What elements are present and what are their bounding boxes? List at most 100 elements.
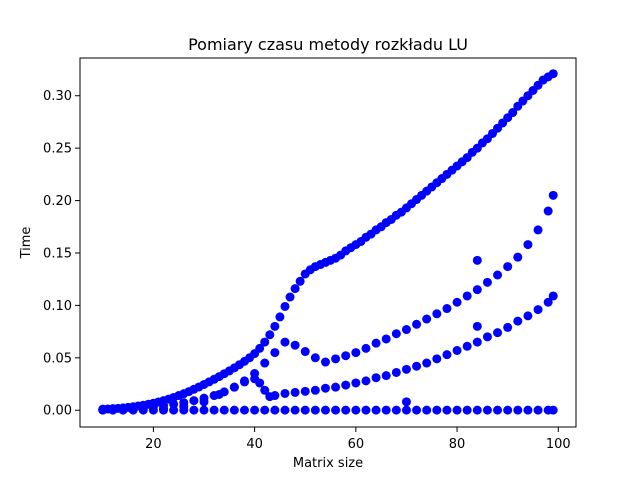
data-point — [482, 332, 492, 342]
x-tick-label: 100 — [546, 437, 571, 452]
data-point — [533, 225, 543, 235]
data-point — [280, 405, 290, 415]
data-point — [508, 108, 518, 118]
data-point — [452, 345, 462, 355]
y-tick-label: 0.10 — [43, 299, 72, 314]
data-point — [300, 386, 310, 396]
data-point — [285, 292, 295, 302]
data-point — [270, 321, 280, 331]
data-point — [138, 405, 148, 415]
y-tick-label: 0.00 — [43, 404, 72, 419]
data-point — [169, 405, 179, 415]
data-point — [300, 347, 310, 357]
data-point — [128, 405, 138, 415]
data-point — [503, 405, 513, 415]
x-tick-label: 20 — [145, 437, 162, 452]
data-point — [442, 350, 452, 360]
data-point — [239, 377, 249, 387]
data-point — [361, 343, 371, 353]
y-axis-label: Time — [19, 227, 34, 260]
x-axis-label: Matrix size — [293, 456, 363, 471]
data-point — [320, 383, 330, 393]
x-axis: 20 40 60 80 100 — [145, 427, 571, 452]
data-point — [331, 382, 341, 392]
data-point — [442, 304, 452, 314]
data-point — [523, 240, 533, 250]
data-point — [412, 319, 422, 329]
data-point — [533, 305, 543, 315]
data-point — [361, 405, 371, 415]
data-point — [290, 387, 300, 397]
data-point — [493, 405, 503, 415]
data-point — [548, 190, 558, 200]
data-point — [351, 405, 361, 415]
data-point — [472, 405, 482, 415]
data-point — [159, 405, 169, 415]
chart-title: Pomiary czasu metody rozkładu LU — [188, 35, 468, 54]
data-point — [229, 405, 239, 415]
data-point — [361, 376, 371, 386]
data-point — [391, 367, 401, 377]
x-tick-label: 60 — [348, 437, 365, 452]
data-point — [199, 405, 209, 415]
y-tick-label: 0.30 — [43, 89, 72, 104]
data-point — [351, 348, 361, 358]
data-point — [548, 291, 558, 301]
data-point — [250, 405, 260, 415]
data-point — [401, 397, 411, 407]
data-point — [310, 353, 320, 363]
data-point — [280, 301, 290, 311]
data-point — [214, 390, 224, 399]
data-point — [523, 311, 533, 321]
data-point — [472, 255, 482, 265]
data-point — [290, 340, 300, 350]
data-point — [548, 69, 558, 79]
data-point — [513, 316, 523, 326]
data-point — [548, 405, 558, 415]
data-point — [255, 343, 265, 353]
data-point — [452, 297, 462, 307]
data-point — [462, 405, 472, 415]
data-point — [381, 371, 391, 381]
data-point — [310, 385, 320, 395]
data-point — [391, 405, 401, 415]
data-point — [401, 364, 411, 374]
data-point — [265, 330, 275, 340]
data-point — [482, 405, 492, 415]
data-point — [270, 348, 280, 358]
data-point — [533, 405, 543, 415]
data-point — [290, 405, 300, 415]
data-point — [432, 405, 442, 415]
data-point — [472, 337, 482, 347]
data-point — [391, 329, 401, 339]
data-point — [432, 354, 442, 364]
data-point — [280, 337, 290, 347]
data-point — [401, 325, 411, 335]
data-point — [108, 405, 118, 415]
data-point — [189, 405, 199, 415]
y-tick-label: 0.25 — [43, 142, 72, 157]
data-point — [543, 206, 553, 216]
data-point — [189, 396, 199, 406]
data-point — [320, 405, 330, 415]
data-point — [351, 378, 361, 388]
data-point — [260, 337, 270, 347]
data-point — [199, 397, 209, 407]
data-point — [543, 297, 553, 307]
data-point — [371, 338, 381, 348]
data-point — [513, 252, 523, 262]
data-point — [482, 277, 492, 287]
data-point — [371, 373, 381, 383]
data-point — [341, 380, 351, 390]
data-point — [412, 405, 422, 415]
data-point — [209, 405, 219, 415]
data-point — [452, 405, 462, 415]
data-point — [179, 405, 189, 415]
data-point — [331, 354, 341, 364]
data-point — [462, 291, 472, 301]
data-point — [255, 378, 265, 388]
data-point — [300, 405, 310, 415]
data-point — [219, 405, 229, 415]
data-point — [295, 276, 305, 286]
